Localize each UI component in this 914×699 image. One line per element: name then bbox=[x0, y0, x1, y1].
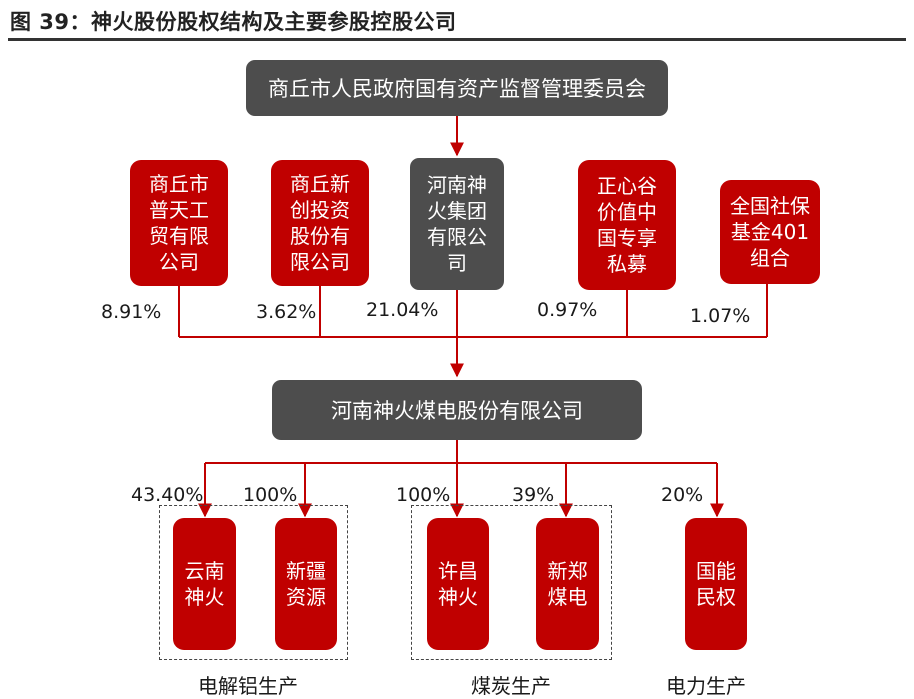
social-security-node: 全国社保 基金401 组合 bbox=[720, 180, 820, 284]
zhengxingu-node: 正心谷 价值中 国专享 私募 bbox=[578, 160, 676, 290]
xuchang-pct: 100% bbox=[396, 484, 451, 506]
power-segment-label: 电力生产 bbox=[666, 674, 746, 698]
government-node: 商丘市人民政府国有资产监督管理委员会 bbox=[246, 60, 668, 116]
figure-title: 图 39：神火股份股权结构及主要参股控股公司 bbox=[10, 10, 457, 34]
xinchuang-pct: 3.62% bbox=[256, 301, 317, 323]
zhengxingu-pct: 0.97% bbox=[537, 299, 598, 321]
xinzheng-pct: 39% bbox=[512, 484, 555, 506]
henan-shenhuo-group-node: 河南神 火集团 有限公 司 bbox=[410, 158, 504, 290]
coal-group-box bbox=[411, 505, 612, 660]
company-node: 河南神火煤电股份有限公司 bbox=[272, 380, 642, 440]
coal-segment-label: 煤炭生产 bbox=[471, 674, 551, 698]
aluminum-group-box bbox=[159, 505, 348, 660]
aluminum-segment-label: 电解铝生产 bbox=[198, 674, 298, 698]
social-security-pct: 1.07% bbox=[690, 305, 751, 327]
guoneng-minquan-node: 国能 民权 bbox=[685, 518, 747, 650]
yunnan-shenhuo-node: 云南 神火 bbox=[173, 518, 236, 650]
group-pct: 21.04% bbox=[366, 299, 439, 321]
xinzheng-coal-power-node: 新郑 煤电 bbox=[536, 518, 599, 650]
shangqiu-xinchuang-node: 商丘新 创投资 股份有 限公司 bbox=[271, 160, 369, 286]
guoneng-pct: 20% bbox=[661, 484, 704, 506]
putian-pct: 8.91% bbox=[101, 301, 162, 323]
xinjiang-pct: 100% bbox=[243, 484, 298, 506]
xuchang-shenhuo-node: 许昌 神火 bbox=[427, 518, 489, 650]
shangqiu-putian-node: 商丘市 普天工 贸有限 公司 bbox=[130, 160, 228, 286]
xinjiang-resources-node: 新疆 资源 bbox=[275, 518, 337, 650]
yunnan-pct: 43.40% bbox=[131, 484, 204, 506]
title-rule bbox=[8, 38, 906, 41]
